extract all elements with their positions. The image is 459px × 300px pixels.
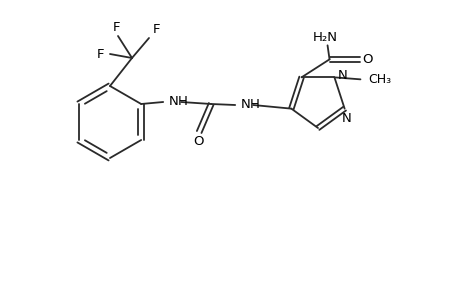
Text: CH₃: CH₃ — [368, 73, 391, 86]
Text: H: H — [250, 98, 259, 110]
Text: N: N — [169, 94, 179, 107]
Text: N: N — [241, 98, 250, 110]
Text: H₂N: H₂N — [313, 31, 337, 44]
Text: F: F — [97, 47, 105, 61]
Text: O: O — [192, 134, 203, 148]
Text: N: N — [341, 112, 351, 125]
Text: H: H — [178, 94, 188, 107]
Text: O: O — [362, 53, 372, 66]
Text: F: F — [113, 20, 120, 34]
Text: N: N — [337, 69, 347, 82]
Text: F: F — [153, 22, 160, 35]
